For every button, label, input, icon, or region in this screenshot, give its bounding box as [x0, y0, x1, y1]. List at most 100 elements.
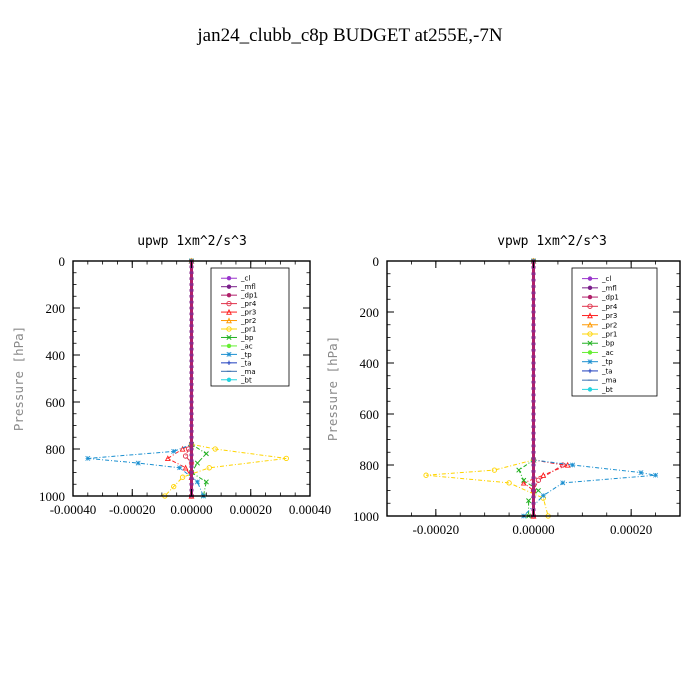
zero-line-marker [189, 365, 194, 369]
upwp-panel: upwp 1xm^2/s^3 Pressure [hPa] -0.00040 -0.0… [11, 234, 331, 517]
zero-line-marker [189, 435, 194, 439]
data-point-pr1 [206, 465, 212, 471]
zero-line-marker [531, 285, 536, 288]
zero-line-marker [189, 318, 194, 322]
legend-label: _bt [240, 376, 252, 384]
x-tick-label: -0.00020 [413, 522, 460, 537]
zero-line-marker [189, 453, 194, 457]
zero-line-marker [531, 272, 536, 276]
data-point-pr3 [540, 471, 547, 478]
zero-line-marker [189, 283, 194, 286]
zero-line-marker [531, 310, 536, 314]
zero-line-marker [189, 471, 194, 474]
y-tick-label: 400 [46, 348, 66, 363]
legend-marker [587, 331, 593, 337]
y-tick-label: 400 [360, 356, 380, 371]
y-tick-label: 1000 [353, 509, 379, 524]
data-point-bp [203, 479, 209, 485]
zero-line-marker [531, 380, 536, 384]
data-point-bp [526, 498, 532, 504]
zero-line-marker [189, 300, 194, 304]
zero-line-marker [531, 482, 536, 486]
data-point-bp [521, 477, 527, 483]
zero-line-marker [531, 336, 536, 339]
legend-marker [587, 340, 593, 346]
legend-label: _mfl [240, 283, 256, 291]
zero-line-marker [531, 297, 536, 301]
zero-line-marker [189, 412, 194, 416]
legend-label: _tp [240, 351, 252, 359]
zero-line-marker [531, 368, 536, 371]
x-tick-label: -0.00020 [109, 502, 156, 517]
zero-line-marker [531, 387, 536, 390]
zero-line-marker [531, 444, 536, 448]
data-point-pr4 [560, 462, 566, 468]
legend-label: _ac [601, 349, 614, 357]
zero-line-marker [189, 277, 194, 280]
zero-line-marker [531, 438, 536, 441]
legend-marker [226, 326, 232, 332]
legend-marker [226, 300, 232, 307]
data-point-bp [535, 487, 541, 494]
zero-line-marker [531, 450, 536, 454]
zero-line-marker [531, 463, 536, 467]
zero-line-marker [531, 406, 536, 409]
zero-line-marker [189, 294, 194, 298]
zero-line-marker [189, 477, 194, 480]
data-point-tp [653, 472, 659, 478]
zero-line-marker [189, 341, 194, 345]
zero-line-marker [531, 399, 536, 403]
data-point-pr4 [535, 477, 542, 483]
legend-marker [587, 350, 593, 355]
series-line-tp [523, 261, 656, 517]
data-point-tp [570, 462, 576, 468]
zero-line-marker [189, 289, 194, 292]
data-point-pr1 [212, 446, 218, 452]
legend-label: _pr1 [240, 326, 256, 334]
x-tick-label: 0.00040 [289, 502, 331, 517]
zero-line-marker [531, 431, 536, 435]
zero-line-marker [189, 447, 194, 451]
legend-box [210, 267, 290, 387]
zero-line-marker [531, 291, 536, 295]
legend-label: _ma [601, 377, 617, 385]
zero-line-marker [531, 342, 536, 346]
zero-line-marker [531, 355, 536, 358]
legend-label: _pr3 [601, 312, 617, 320]
data-point-tp [540, 493, 546, 499]
zero-line-marker [189, 377, 194, 380]
legend-marker [226, 343, 232, 349]
legend-label: _pr4 [601, 303, 618, 311]
zero-line-marker [189, 400, 194, 404]
zero-line-marker [531, 457, 536, 460]
legend-marker [587, 312, 593, 319]
zero-line-marker [531, 278, 536, 282]
zero-line-marker [531, 470, 536, 473]
panel-title: vpwp 1xm^2/s^3 [497, 234, 607, 249]
zero-line-marker [531, 348, 536, 352]
data-point-tp [560, 480, 566, 486]
zero-line-marker [189, 371, 194, 374]
series-line-bp [190, 261, 208, 497]
legend-label: _bt [601, 386, 613, 394]
legend-marker [587, 368, 593, 374]
data-point-pr4 [182, 453, 189, 459]
legend-marker [226, 377, 232, 382]
legend-marker [587, 321, 593, 328]
zero-line-marker [531, 412, 536, 416]
vpwp-panel: vpwp 1xm^2/s^3 Pressure [hPa] -0.00020 0.00… [325, 234, 681, 537]
zero-line-marker [189, 312, 194, 316]
figure-title: jan24_clubb_c8p BUDGET at255E,-7N [196, 25, 502, 46]
legend: _cl_mfl _dp1_pr4_pr3_pr2 _pr1_bp_ac_tp_ta _… [571, 267, 658, 397]
zero-line-marker [189, 441, 194, 445]
data-point-pr3 [164, 455, 171, 462]
x-tick-label: 0.00000 [170, 502, 212, 517]
legend-label: _bp [601, 340, 615, 348]
y-tick-label: 800 [46, 442, 66, 457]
zero-line-marker [189, 388, 194, 392]
panel-title: upwp 1xm^2/s^3 [137, 234, 247, 249]
y-tick-label: 200 [360, 305, 380, 320]
data-point-bp [516, 467, 522, 473]
data-point-pr3 [182, 464, 189, 471]
